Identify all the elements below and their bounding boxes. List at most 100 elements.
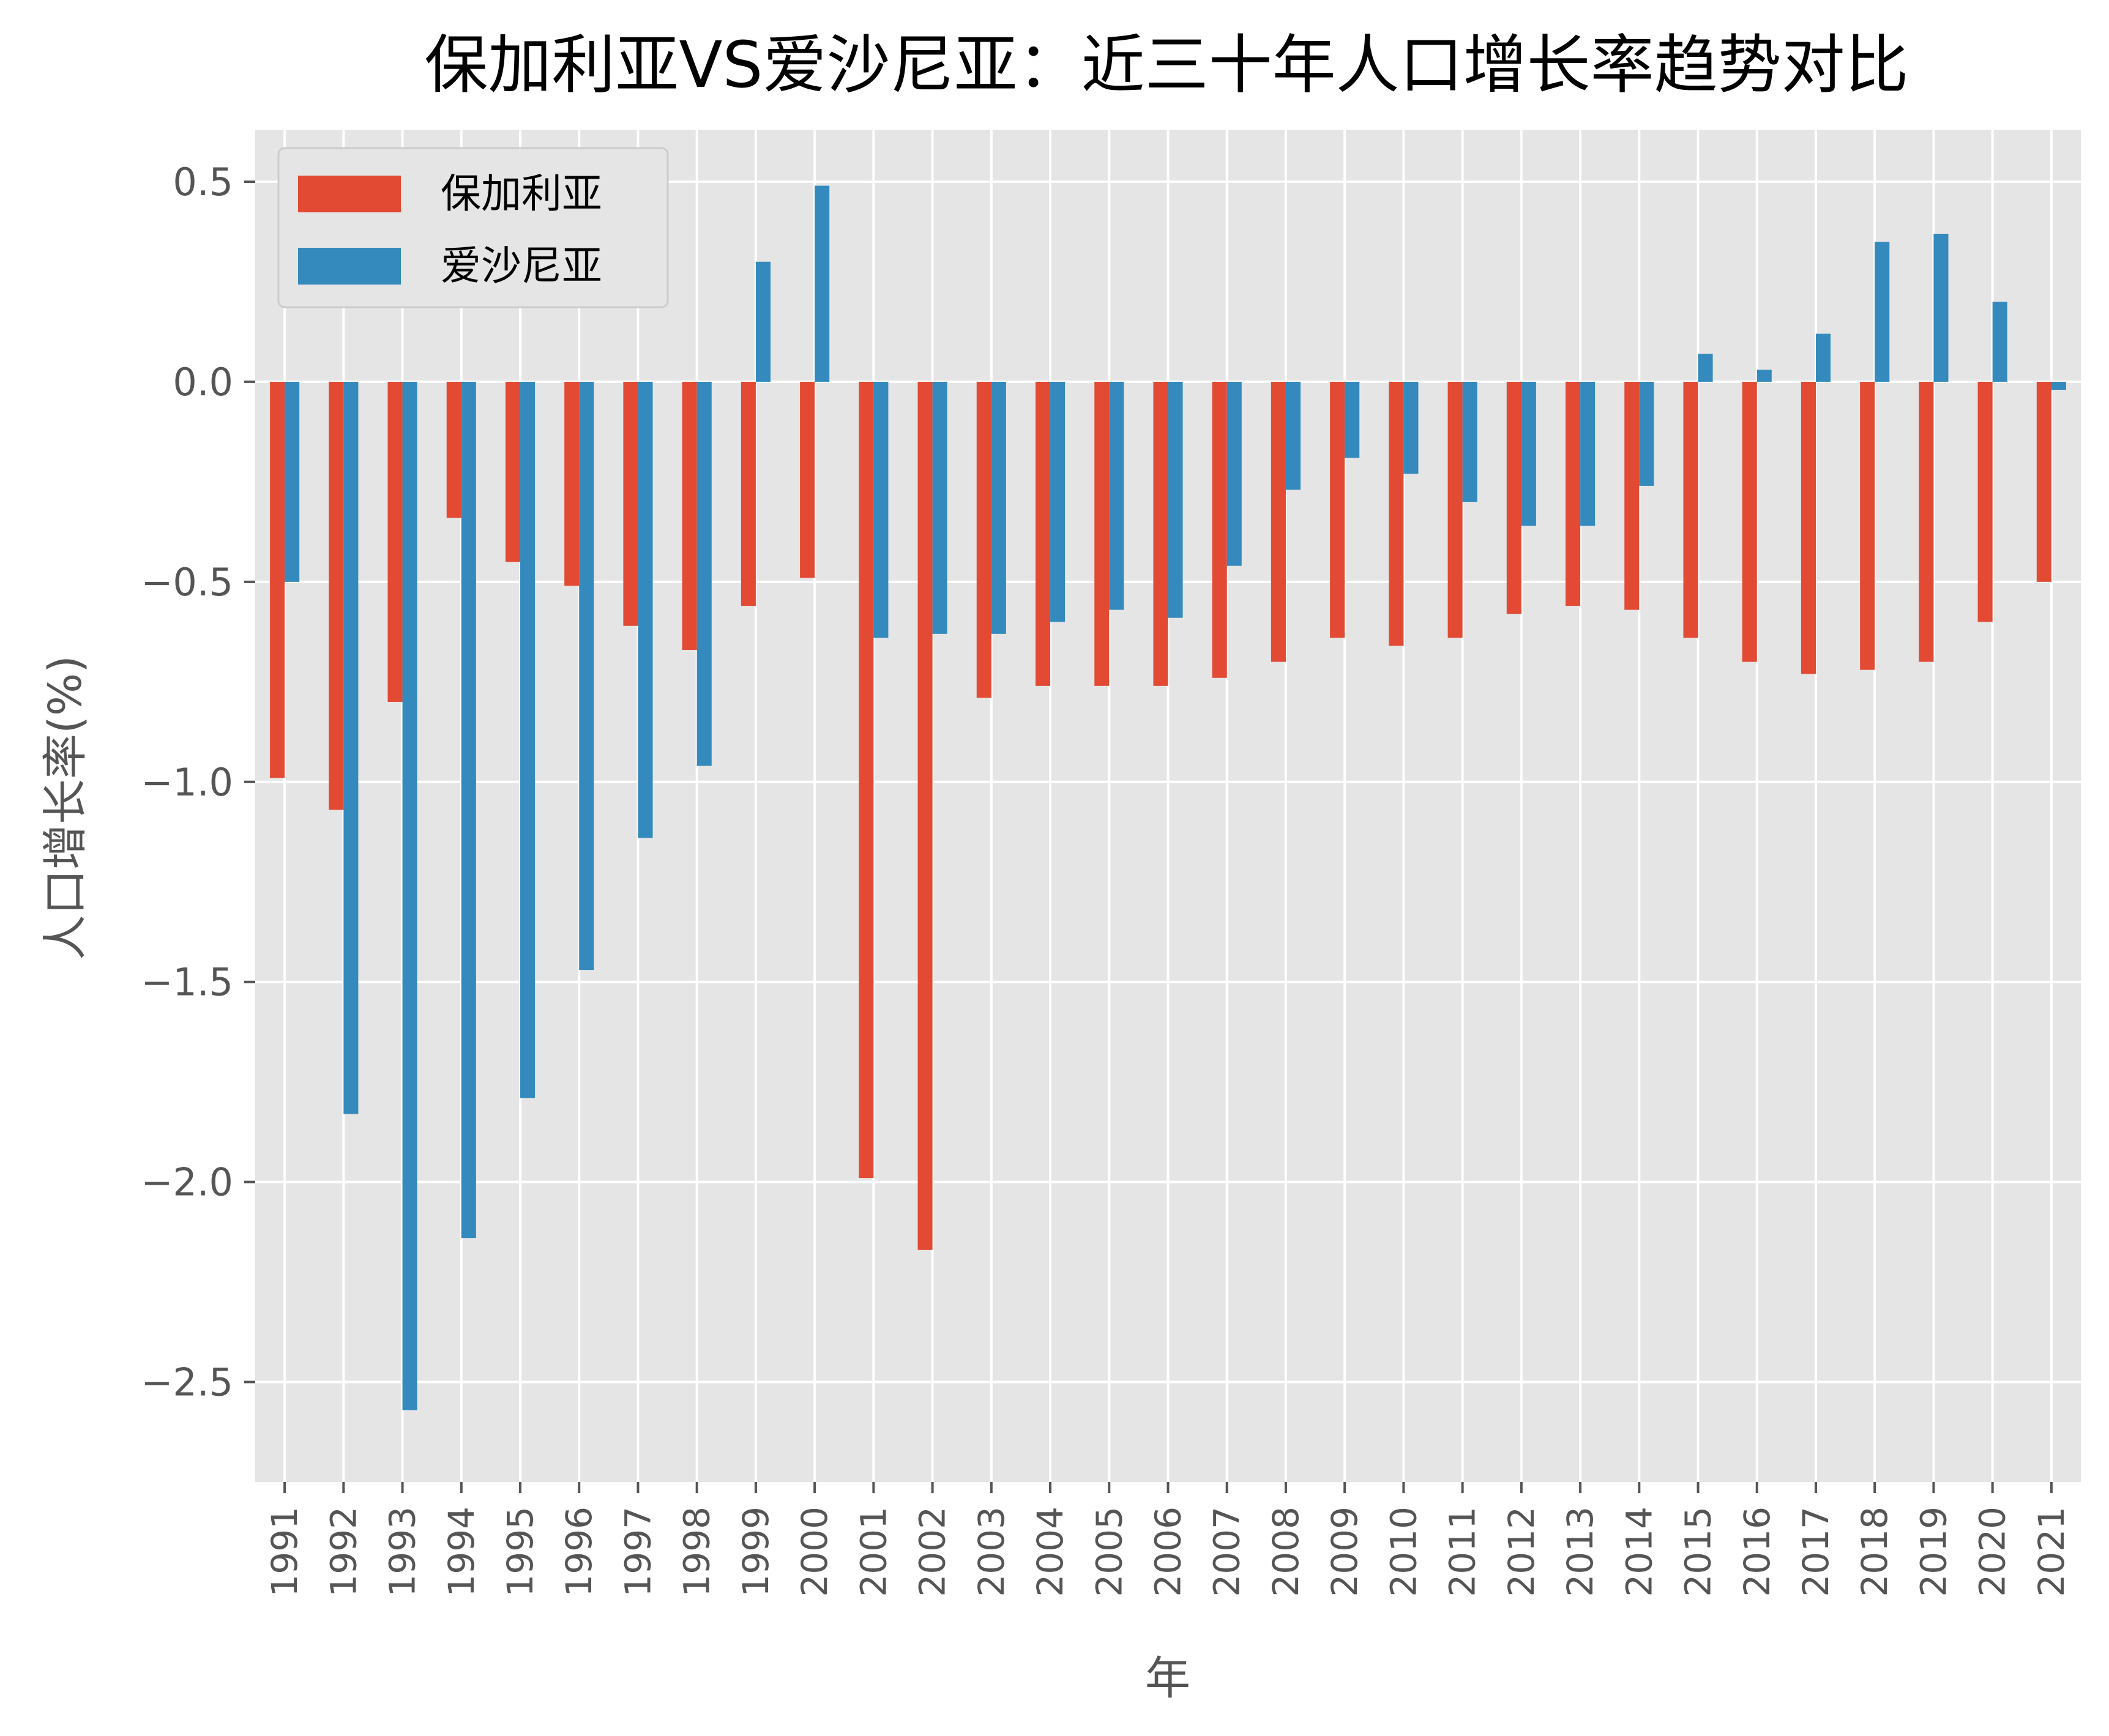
- bar-bulgaria-2021: [2036, 381, 2051, 582]
- bar-bulgaria-2001: [859, 381, 874, 1179]
- bar-estonia-1998: [696, 381, 712, 766]
- bar-bulgaria-1999: [741, 381, 756, 606]
- bar-estonia-2006: [1168, 381, 1183, 618]
- y-tick-label-2: −1.5: [141, 960, 233, 1005]
- bar-estonia-2019: [1933, 234, 1949, 382]
- bar-bulgaria-1997: [623, 381, 638, 626]
- bar-bulgaria-2013: [1566, 381, 1581, 606]
- x-axis-label: 年: [1145, 1652, 1190, 1705]
- bar-estonia-1996: [579, 381, 594, 970]
- bar-bulgaria-2012: [1506, 381, 1521, 614]
- bar-estonia-2005: [1109, 381, 1124, 610]
- bar-bulgaria-1992: [329, 381, 344, 810]
- bar-estonia-2001: [873, 381, 889, 638]
- bar-bulgaria-2007: [1212, 381, 1227, 678]
- x-tick-label-2005: 2005: [1088, 1507, 1130, 1597]
- bar-estonia-2015: [1698, 354, 1713, 382]
- x-axis: 1991 1992 1993 1994 1995 1996 1997 1998 1999 2000…: [264, 1482, 2072, 1597]
- x-tick-label-2018: 2018: [1854, 1507, 1895, 1597]
- bar-bulgaria-2003: [976, 381, 991, 698]
- bar-bulgaria-2016: [1742, 381, 1757, 662]
- x-tick-label-1997: 1997: [617, 1507, 659, 1597]
- y-axis: −2.5 −2.0 −1.5 −1.0 −0.5 0.0 0.5: [141, 160, 255, 1405]
- bar-bulgaria-1996: [564, 381, 580, 586]
- bar-bulgaria-1995: [505, 381, 521, 562]
- bar-estonia-1994: [461, 381, 476, 1239]
- bar-bulgaria-1998: [682, 381, 697, 650]
- x-tick-label-2000: 2000: [794, 1507, 835, 1597]
- bar-estonia-1995: [520, 381, 536, 1098]
- bars: [270, 185, 2066, 1410]
- bar-estonia-2002: [932, 381, 947, 634]
- bar-estonia-2013: [1580, 381, 1596, 526]
- legend-swatch-bulgaria: [298, 176, 401, 212]
- bar-estonia-1997: [638, 381, 653, 838]
- bar-bulgaria-1993: [387, 381, 403, 702]
- bar-bulgaria-2011: [1447, 381, 1463, 638]
- bar-estonia-1992: [343, 381, 359, 1114]
- x-tick-label-2010: 2010: [1383, 1507, 1424, 1597]
- bar-bulgaria-1994: [446, 381, 461, 518]
- legend-swatch-estonia: [298, 248, 401, 285]
- bar-estonia-2010: [1403, 381, 1419, 474]
- x-tick-label-1995: 1995: [499, 1507, 541, 1597]
- bar-estonia-2020: [1992, 302, 2007, 382]
- x-tick-label-2016: 2016: [1736, 1507, 1778, 1597]
- x-tick-label-1993: 1993: [382, 1507, 424, 1597]
- bar-estonia-2012: [1521, 381, 1536, 526]
- x-tick-label-2006: 2006: [1148, 1507, 1189, 1597]
- bar-bulgaria-2019: [1919, 381, 1934, 662]
- bar-estonia-2004: [1050, 381, 1066, 622]
- bar-estonia-2003: [991, 381, 1006, 634]
- y-tick-label-5: 0.0: [173, 360, 233, 404]
- bar-bulgaria-2015: [1683, 381, 1698, 638]
- x-tick-label-2014: 2014: [1618, 1507, 1660, 1597]
- bar-estonia-2000: [815, 185, 830, 382]
- x-tick-label-2012: 2012: [1501, 1507, 1542, 1597]
- chart-title: 保加利亚VS爱沙尼亚：近三十年人口增长率趋势对比: [424, 28, 1908, 102]
- x-tick-label-2003: 2003: [971, 1507, 1012, 1597]
- x-tick-label-2001: 2001: [853, 1507, 894, 1597]
- x-tick-label-2017: 2017: [1795, 1507, 1837, 1597]
- bar-estonia-2021: [2051, 381, 2066, 390]
- x-tick-label-2019: 2019: [1913, 1507, 1954, 1597]
- bar-bulgaria-2004: [1035, 381, 1051, 686]
- bar-bulgaria-2002: [917, 381, 933, 1250]
- legend: 保加利亚 爱沙尼亚: [277, 147, 669, 308]
- x-tick-label-2013: 2013: [1559, 1507, 1601, 1597]
- y-tick-label-1: −2.0: [141, 1160, 233, 1205]
- bar-bulgaria-2008: [1271, 381, 1286, 662]
- bar-estonia-2011: [1462, 381, 1477, 502]
- bar-bulgaria-1991: [270, 381, 285, 778]
- bar-estonia-1991: [285, 381, 300, 582]
- bar-bulgaria-2006: [1153, 381, 1168, 686]
- x-tick-label-2008: 2008: [1265, 1507, 1307, 1597]
- legend-label-estonia: 爱沙尼亚: [441, 242, 602, 289]
- y-tick-label-3: −1.0: [141, 760, 233, 805]
- bar-estonia-1993: [402, 381, 417, 1410]
- x-tick-label-1998: 1998: [676, 1507, 718, 1597]
- y-axis-label: 人口增长率(%): [39, 655, 92, 960]
- x-tick-label-2007: 2007: [1206, 1507, 1248, 1597]
- bar-bulgaria-2020: [1977, 381, 1993, 622]
- y-tick-label-0: −2.5: [141, 1360, 233, 1405]
- bar-estonia-1999: [755, 261, 771, 382]
- bar-estonia-2007: [1226, 381, 1242, 566]
- x-tick-label-2004: 2004: [1029, 1507, 1071, 1597]
- bar-bulgaria-2010: [1389, 381, 1404, 646]
- x-tick-label-2020: 2020: [1972, 1507, 2014, 1597]
- x-tick-label-1999: 1999: [735, 1507, 777, 1597]
- x-tick-label-1994: 1994: [441, 1507, 482, 1597]
- bar-estonia-2016: [1756, 370, 1772, 382]
- bar-bulgaria-2014: [1624, 381, 1640, 610]
- x-tick-label-2011: 2011: [1442, 1507, 1484, 1597]
- legend-label-bulgaria: 保加利亚: [441, 170, 602, 217]
- x-tick-label-1996: 1996: [558, 1507, 600, 1597]
- bar-bulgaria-2018: [1860, 381, 1875, 670]
- x-tick-label-1991: 1991: [264, 1507, 305, 1597]
- x-tick-label-2002: 2002: [912, 1507, 954, 1597]
- y-tick-label-6: 0.5: [173, 160, 233, 204]
- bar-bulgaria-2005: [1094, 381, 1110, 686]
